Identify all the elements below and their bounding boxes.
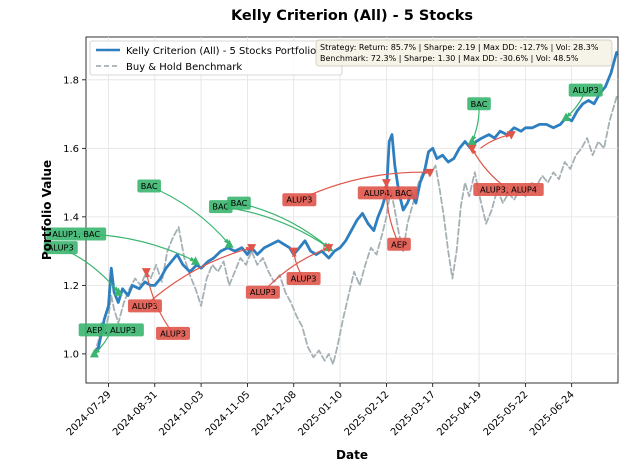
annotation-label: AEP , ALUP3 [87, 325, 136, 335]
x-tick-label: 2025-02-12 [343, 389, 392, 438]
stats-line-benchmark: Benchmark: 72.3% | Sharpe: 1.30 | Max DD… [320, 54, 579, 63]
y-tick-label: 1.0 [63, 349, 79, 360]
annotation-label-box [137, 179, 161, 193]
annotation-label-box [286, 272, 321, 286]
buy-marker [467, 136, 477, 145]
y-tick-label: 1.2 [63, 281, 79, 292]
sell-marker [467, 144, 477, 154]
annotation-label: ALUP1, BAC [52, 229, 100, 239]
x-tick-label: 2024-10-03 [157, 389, 206, 438]
y-tick-label: 1.8 [63, 75, 79, 86]
legend-benchmark-label: Buy & Hold Benchmark [126, 62, 242, 73]
buy-marker [561, 112, 571, 122]
buy-marker [113, 287, 123, 296]
y-tick-label: 1.4 [63, 212, 79, 223]
strategy-line [93, 51, 618, 356]
x-tick-label: 2025-03-17 [389, 389, 438, 438]
sell-marker [381, 179, 391, 188]
buy-marker [89, 348, 99, 358]
x-axis-label: Date [336, 448, 368, 462]
x-tick-label: 2025-06-24 [528, 389, 577, 438]
x-tick-label: 2024-07-29 [65, 389, 114, 438]
x-tick-label: 2024-12-08 [250, 389, 299, 438]
legend-strategy-label: Kelly Criterion (All) - 5 Stocks Portfol… [126, 46, 316, 57]
annotation-label-box [46, 227, 107, 241]
plot-area [85, 36, 619, 384]
annotation-label: BAC [471, 99, 488, 109]
annotation-label-box [227, 196, 251, 210]
annotation-label: ALUP3 [291, 274, 317, 284]
trade-markers [89, 112, 571, 358]
annotation-label: ALUP3, ALUP4 [480, 184, 537, 194]
annotation-label-box [156, 326, 191, 340]
annotation-arrowhead [424, 169, 430, 175]
annotation-arrow [144, 247, 252, 307]
stats-box: Strategy: Return: 85.7% | Sharpe: 2.19 |… [315, 39, 613, 67]
annotation-label: ALUP4, BAC [364, 188, 412, 198]
buy-marker [190, 256, 200, 265]
annotation-label-box [127, 299, 162, 313]
annotation-label: BAC [212, 202, 229, 212]
strategy-series [93, 51, 618, 356]
annotation-label: ALUP3 [286, 195, 312, 205]
sell-marker [425, 168, 435, 178]
annotation-label-box [473, 182, 544, 196]
annotation-label: ALUP3 [160, 328, 186, 338]
annotation-label-box [43, 241, 78, 255]
y-tick-label: 1.6 [63, 144, 79, 155]
annotation-label-box [467, 97, 491, 111]
annotation-label-box [245, 285, 280, 299]
annotation-label: AEP [391, 239, 407, 249]
annotation-label: BAC [141, 181, 158, 191]
annotation-label-box [208, 200, 233, 214]
annotation-label-box [387, 237, 411, 251]
annotation-label-box [282, 193, 317, 207]
legend: Kelly Criterion (All) - 5 Stocks Portfol… [89, 40, 343, 76]
stats-box-bg [315, 39, 613, 67]
sell-marker [141, 268, 151, 277]
annotation-label: ALUP3 [573, 85, 599, 95]
sell-marker [506, 131, 516, 140]
y-axis-label: Portfolio Value [40, 160, 54, 260]
x-tick-label: 2025-05-22 [482, 389, 531, 438]
stats-line-strategy: Strategy: Return: 85.7% | Sharpe: 2.19 |… [320, 43, 599, 52]
sell-marker [247, 244, 257, 253]
buy-marker [224, 239, 234, 248]
annotation-label: BAC [231, 198, 248, 208]
x-tick-label: 2025-01-10 [296, 389, 345, 438]
sell-marker [289, 247, 299, 257]
annotation-label: ALUP3 [250, 287, 276, 297]
annotation-label-box [568, 83, 603, 97]
annotation-label-box [78, 323, 144, 337]
chart-title: Kelly Criterion (All) - 5 Stocks [231, 8, 473, 24]
annotation-label-box [357, 186, 418, 200]
annotation-label: ALUP3 [132, 301, 158, 311]
x-tick-label: 2025-04-19 [435, 389, 484, 438]
sell-marker [324, 244, 334, 253]
x-tick-label: 2024-08-31 [111, 389, 160, 438]
x-tick-label: 2024-11-05 [204, 389, 253, 438]
annotation-label: ALUP3 [48, 243, 74, 253]
